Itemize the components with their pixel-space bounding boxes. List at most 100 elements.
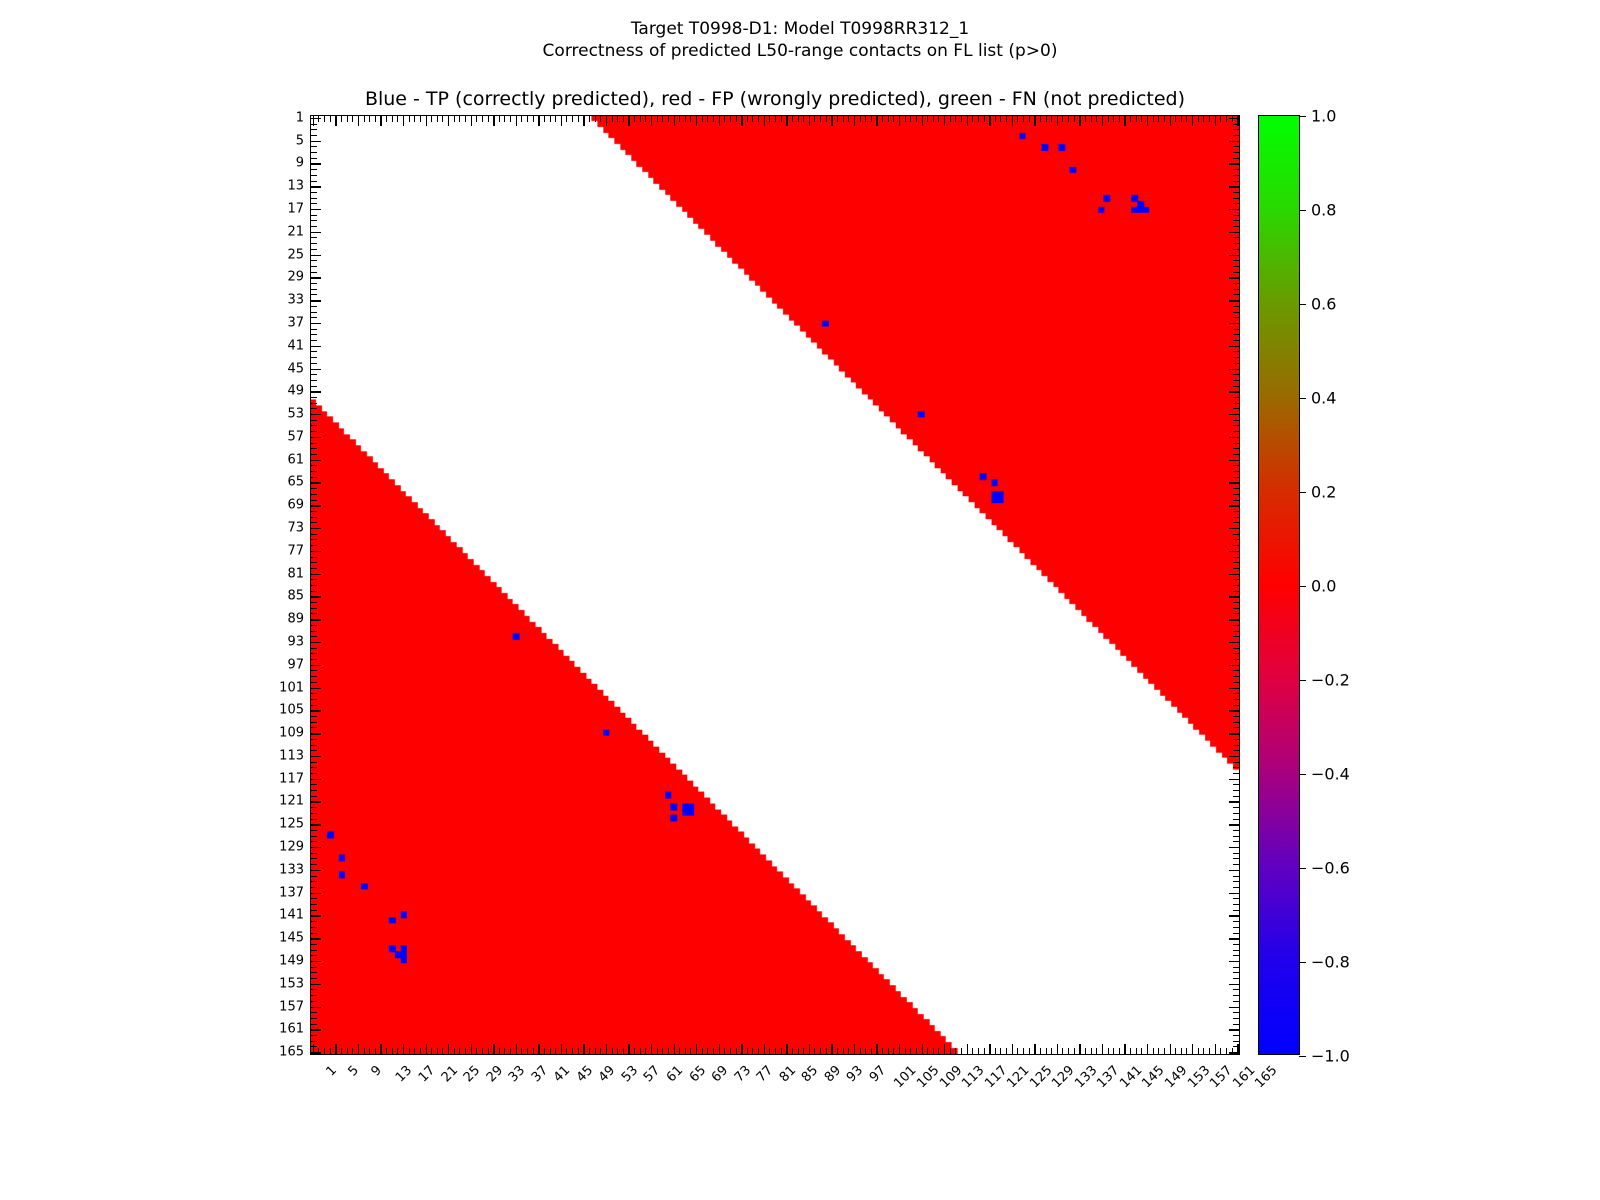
y-tick <box>310 710 321 712</box>
x-tick <box>910 1048 912 1055</box>
x-tick-top <box>803 115 805 122</box>
x-tick <box>639 1048 641 1055</box>
x-tick-top <box>1085 115 1086 122</box>
y-tick-right <box>1233 590 1240 592</box>
y-tick <box>310 328 317 330</box>
x-tick <box>470 1044 473 1055</box>
y-tick-label: 69 <box>287 497 304 513</box>
x-tick-top <box>763 115 766 126</box>
y-tick-right <box>1233 812 1240 814</box>
y-tick-right <box>1229 140 1240 143</box>
x-tick <box>498 1048 500 1055</box>
y-tick <box>310 653 317 655</box>
y-tick <box>310 670 317 672</box>
colorbar-tick-label: −0.8 <box>1311 952 1350 972</box>
y-tick <box>310 641 321 644</box>
x-tick-label: 153 <box>1184 1063 1213 1092</box>
y-tick <box>310 425 317 427</box>
x-tick-top <box>656 115 658 122</box>
x-tick-top <box>955 115 957 122</box>
x-tick-label: 165 <box>1252 1063 1281 1092</box>
x-tick <box>594 1048 596 1055</box>
x-tick <box>380 1044 382 1055</box>
y-tick-right <box>1229 345 1240 348</box>
y-tick <box>310 585 317 586</box>
y-tick <box>310 157 317 159</box>
y-tick <box>310 767 317 769</box>
x-tick <box>667 1048 669 1055</box>
x-tick-label: 105 <box>914 1063 943 1092</box>
colorbar-tick <box>1299 116 1306 118</box>
y-tick <box>310 602 317 604</box>
x-tick <box>487 1048 489 1055</box>
x-tick-top <box>859 115 861 122</box>
x-tick <box>746 1048 748 1055</box>
x-tick-top <box>1192 115 1194 126</box>
y-tick <box>310 687 321 689</box>
y-tick <box>310 875 317 877</box>
y-tick <box>310 704 317 706</box>
y-tick-right <box>1233 670 1240 672</box>
y-tick <box>310 921 317 923</box>
y-tick-right <box>1229 892 1240 895</box>
x-tick-label: 85 <box>799 1063 822 1086</box>
x-tick-top <box>549 115 551 122</box>
y-tick <box>310 488 317 490</box>
x-tick-label: 1 <box>323 1063 340 1080</box>
x-tick-top <box>583 115 585 126</box>
x-tick-top <box>989 115 991 126</box>
x-tick-top <box>363 115 365 122</box>
y-tick-right <box>1229 778 1240 781</box>
y-tick <box>310 140 321 143</box>
y-tick-right <box>1233 716 1240 718</box>
y-tick-right <box>1233 562 1240 564</box>
y-tick-right <box>1233 904 1240 906</box>
y-tick-right <box>1233 681 1240 683</box>
y-tick-label: 113 <box>279 748 304 764</box>
y-tick-right <box>1233 624 1240 626</box>
colorbar-tick-label: 0.4 <box>1311 388 1337 408</box>
x-tick-top <box>335 115 337 126</box>
y-tick <box>310 693 317 695</box>
y-tick <box>310 237 317 239</box>
x-tick-top <box>876 115 878 126</box>
y-tick <box>310 351 317 353</box>
x-tick-top <box>831 115 833 126</box>
contact-map-plot-area[interactable] <box>310 115 1240 1055</box>
x-tick-top <box>374 115 376 122</box>
x-tick-top <box>1051 115 1053 122</box>
x-tick-top <box>419 115 421 122</box>
x-tick-top <box>318 115 320 122</box>
x-tick-label: 73 <box>731 1063 754 1086</box>
x-tick <box>1197 1048 1199 1055</box>
y-axis-ticks-right <box>1229 115 1240 1055</box>
y-tick <box>310 385 317 387</box>
x-tick-top <box>729 115 731 122</box>
x-tick-label: 13 <box>393 1063 416 1086</box>
x-tick-top <box>848 115 850 122</box>
colorbar[interactable]: 1.0 0.8 0.6 0.4 0.2 0.0 −0.2 −0.4 −0.6 −0.8 −1.0 <box>1258 107 1350 1066</box>
x-tick <box>741 1044 743 1055</box>
y-tick <box>310 932 317 934</box>
colorbar-tick <box>1299 492 1306 494</box>
x-tick-label: 89 <box>821 1063 844 1086</box>
y-tick-right <box>1233 448 1240 450</box>
y-tick-right <box>1233 334 1240 336</box>
y-tick <box>310 533 317 535</box>
y-tick-right <box>1229 368 1240 370</box>
x-tick-top <box>842 115 844 122</box>
x-tick-top <box>769 115 771 122</box>
y-tick <box>310 898 317 900</box>
x-tick-top <box>504 115 506 122</box>
x-tick-top <box>324 115 326 122</box>
y-tick <box>310 180 317 182</box>
y-tick-right <box>1229 459 1240 462</box>
y-tick-label: 165 <box>279 1044 304 1060</box>
x-tick-top <box>617 115 619 122</box>
colorbar-tick <box>1299 962 1306 964</box>
x-tick <box>1175 1048 1177 1055</box>
x-tick <box>932 1048 934 1055</box>
x-tick-top <box>1231 115 1233 122</box>
y-tick <box>310 676 317 678</box>
x-tick-top <box>808 115 811 126</box>
